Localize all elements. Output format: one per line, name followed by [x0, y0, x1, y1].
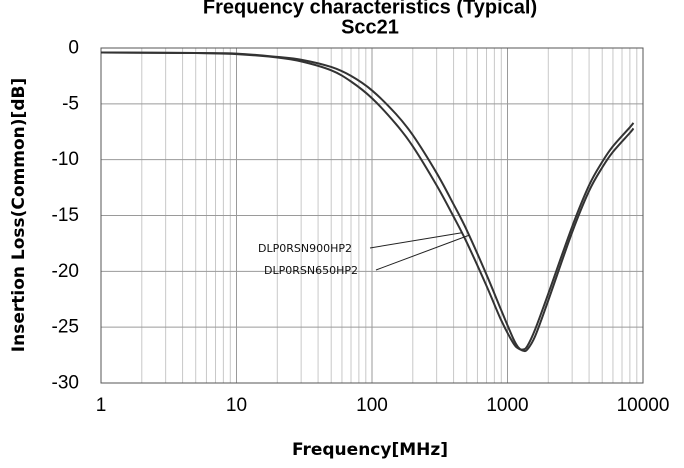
x-tick-label: 1000 — [486, 395, 528, 416]
y-tick-labels: 0 -5 -10 -15 -20 -25 -30 — [52, 38, 79, 394]
annotations: DLP0RSN900HP2 DLP0RSN650HP2 — [258, 232, 470, 277]
plot-grid — [101, 48, 643, 383]
series-line — [100, 51, 635, 351]
series-lines — [100, 51, 635, 353]
x-axis-label: Frequency[MHz] — [292, 440, 448, 460]
x-tick-label: 100 — [356, 395, 388, 416]
y-tick-label: -10 — [52, 149, 79, 170]
y-tick-label: -25 — [52, 317, 79, 338]
annotation-label: DLP0RSN650HP2 — [264, 264, 358, 277]
plot-frame — [100, 47, 644, 384]
x-tick-label: 10000 — [617, 395, 670, 416]
annotation-leader-line — [375, 234, 470, 271]
chart-title-line2: Scc21 — [341, 17, 399, 39]
x-tick-label: 10 — [226, 395, 247, 416]
y-axis-label: Insertion Loss(Common)[dB] — [9, 78, 29, 352]
y-tick-label: 0 — [68, 38, 79, 59]
annotation-label: DLP0RSN900HP2 — [258, 242, 352, 255]
y-tick-label: -30 — [52, 373, 79, 394]
x-tick-label: 1 — [96, 395, 107, 416]
x-tick-labels: 1 10 100 1000 10000 — [96, 395, 670, 416]
annotation-leader-line — [369, 232, 462, 249]
y-tick-label: -5 — [62, 93, 79, 114]
y-tick-label: -15 — [52, 205, 79, 226]
series-line — [100, 51, 635, 353]
chart-title-line1: Frequency characteristics (Typical) — [203, 0, 537, 19]
y-tick-label: -20 — [52, 261, 79, 282]
